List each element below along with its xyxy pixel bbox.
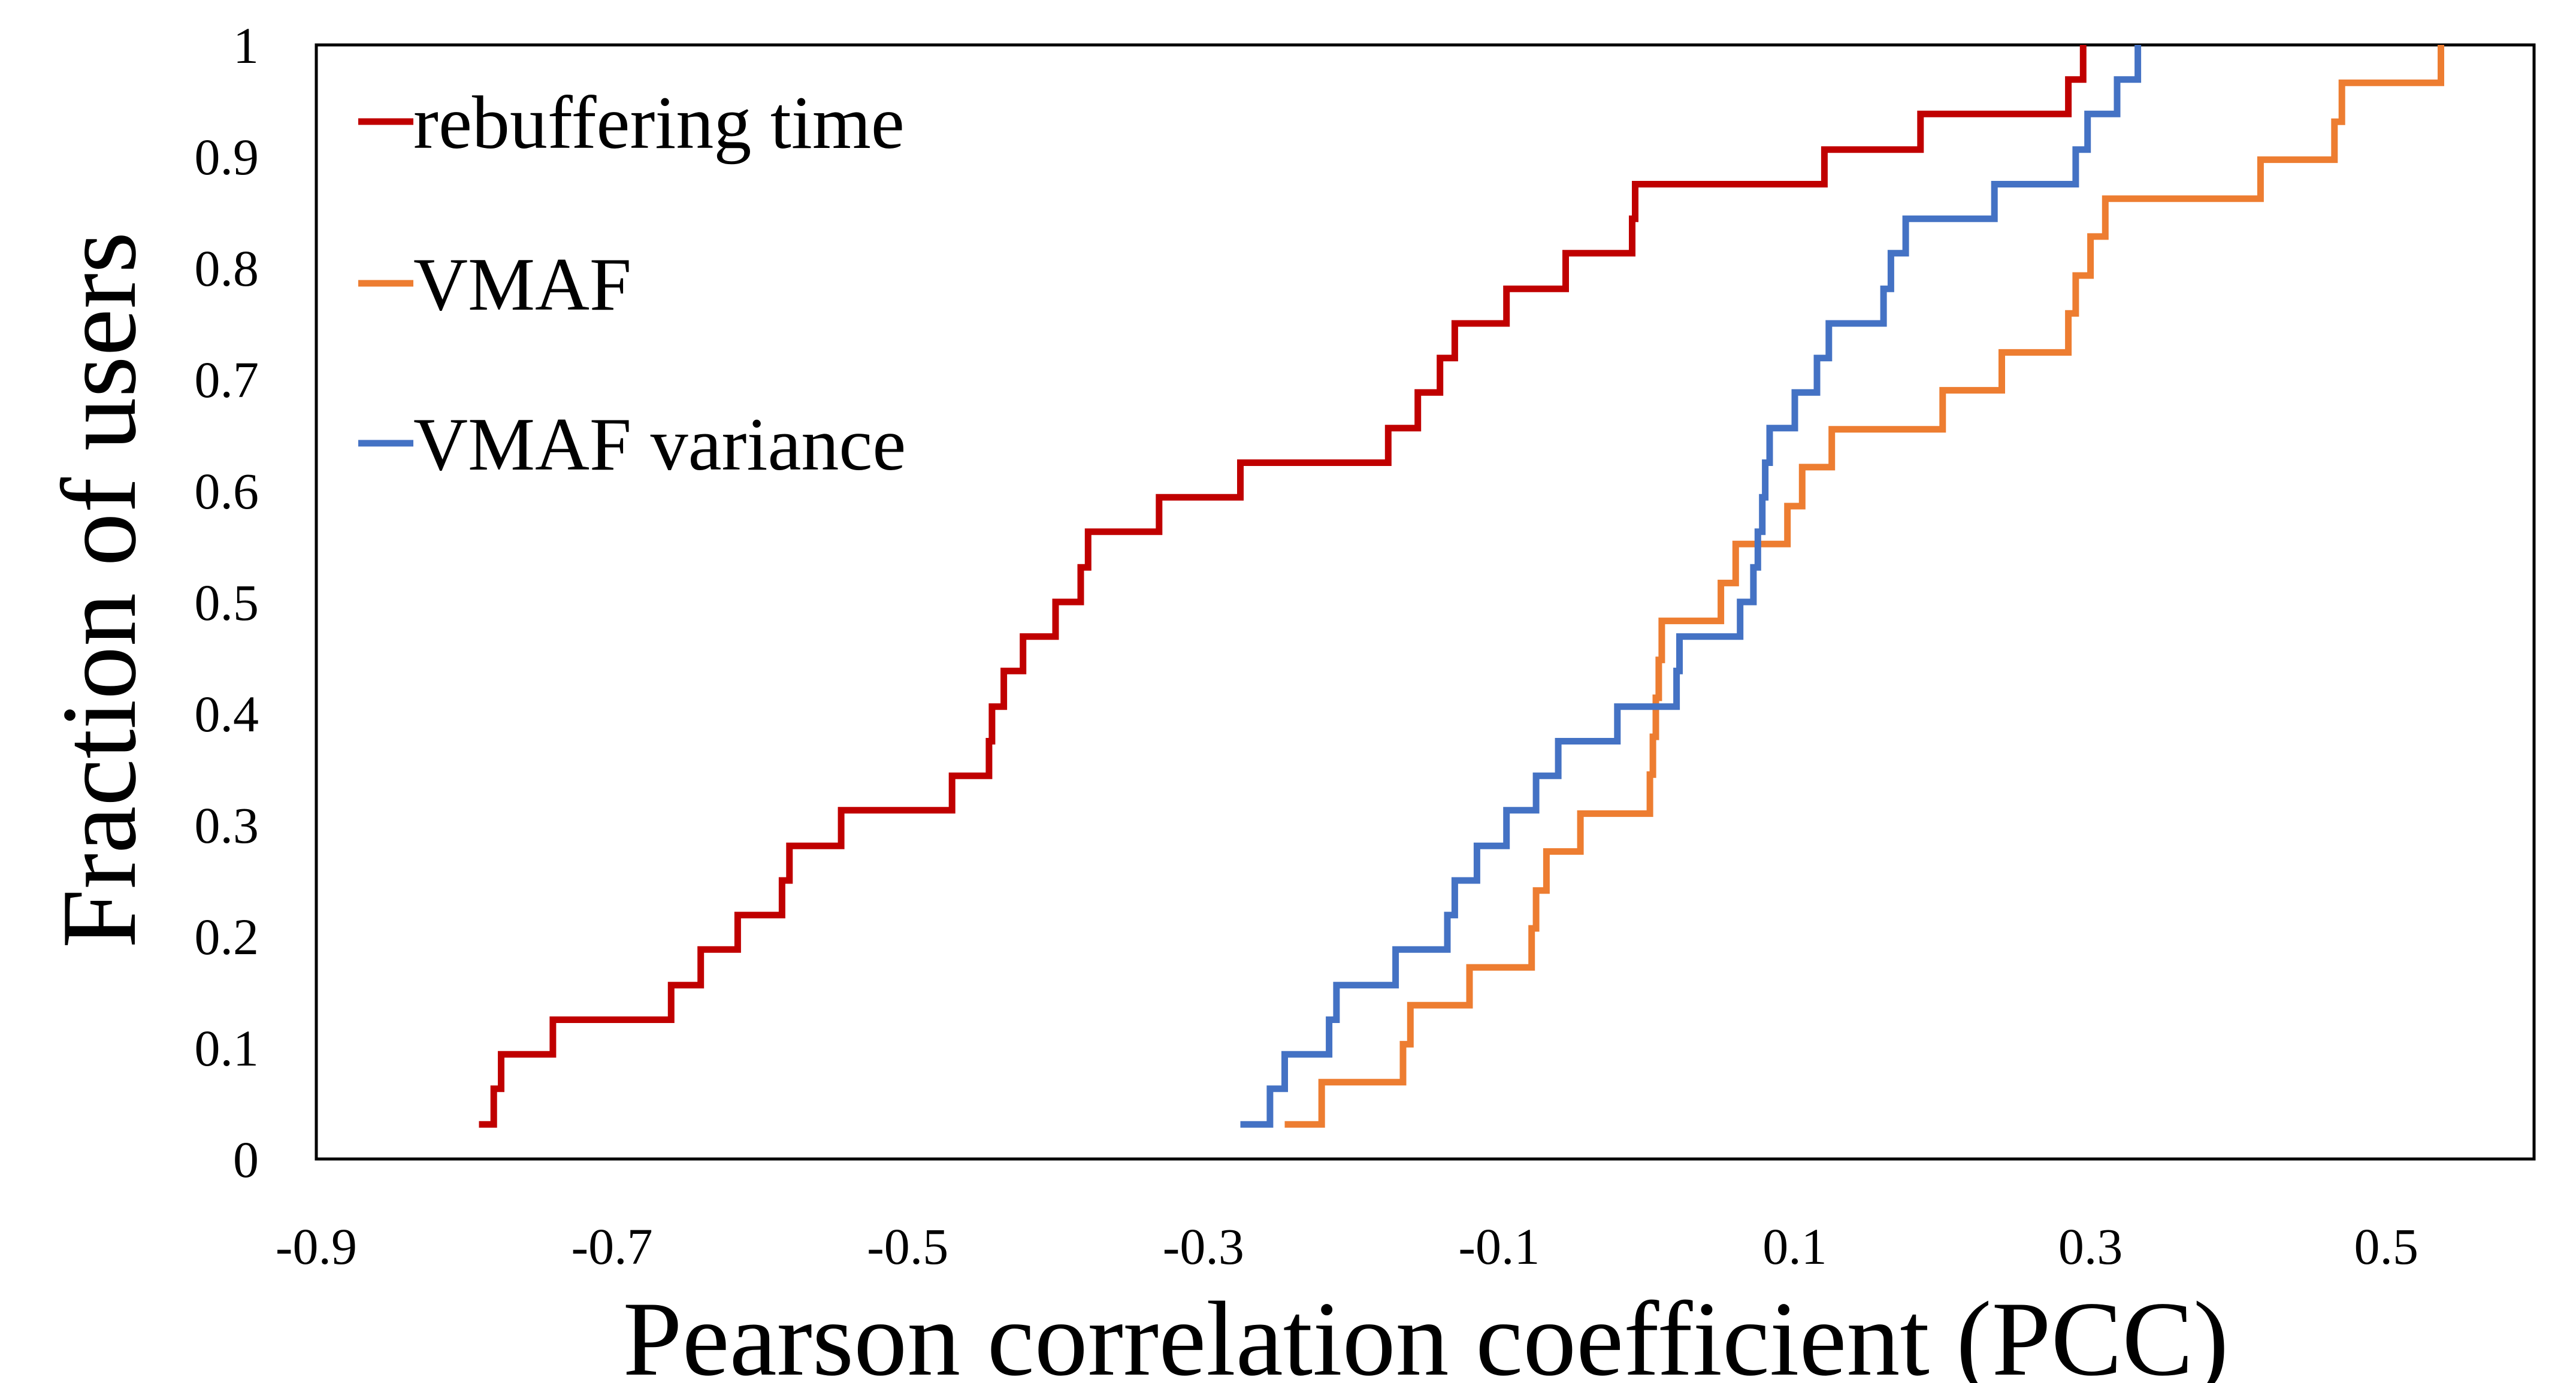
- y-tick-label: 0.3: [195, 797, 259, 854]
- series-line-1: [1284, 45, 2444, 1128]
- y-tick-label: 0.9: [195, 128, 259, 186]
- series-line-2: [1240, 45, 2142, 1128]
- y-tick-label: 0.2: [195, 908, 259, 966]
- series-line-0: [479, 45, 2087, 1128]
- x-tick-label: -0.7: [572, 1218, 653, 1275]
- legend-label-0: rebuffering time: [413, 81, 905, 165]
- x-tick-label: -0.5: [867, 1218, 948, 1275]
- y-tick-label: 0.7: [195, 351, 259, 408]
- x-axis-label: Pearson correlation coefficient (PCC): [623, 1279, 2229, 1383]
- y-tick-label: 0.1: [195, 1019, 259, 1077]
- y-tick-label: 0.5: [195, 574, 259, 631]
- y-tick-label: 0.6: [195, 462, 259, 520]
- x-tick-label: -0.3: [1163, 1218, 1244, 1275]
- x-tick-label: -0.9: [276, 1218, 357, 1275]
- legend-label-1: VMAF: [413, 243, 631, 326]
- y-tick-label: 1: [233, 17, 259, 74]
- legend-label-2: VMAF variance: [413, 403, 906, 486]
- x-tick-label: -0.1: [1458, 1218, 1540, 1275]
- x-tick-label: 0.5: [2354, 1218, 2418, 1275]
- y-tick-label: 0.4: [195, 685, 259, 743]
- y-tick-label: 0: [233, 1131, 259, 1188]
- x-tick-label: 0.3: [2058, 1218, 2123, 1275]
- y-axis-label: Fraction of users: [40, 232, 158, 948]
- x-tick-label: 0.1: [1762, 1218, 1827, 1275]
- plot-frame: [315, 43, 2536, 1161]
- y-tick-label: 0.8: [195, 240, 259, 297]
